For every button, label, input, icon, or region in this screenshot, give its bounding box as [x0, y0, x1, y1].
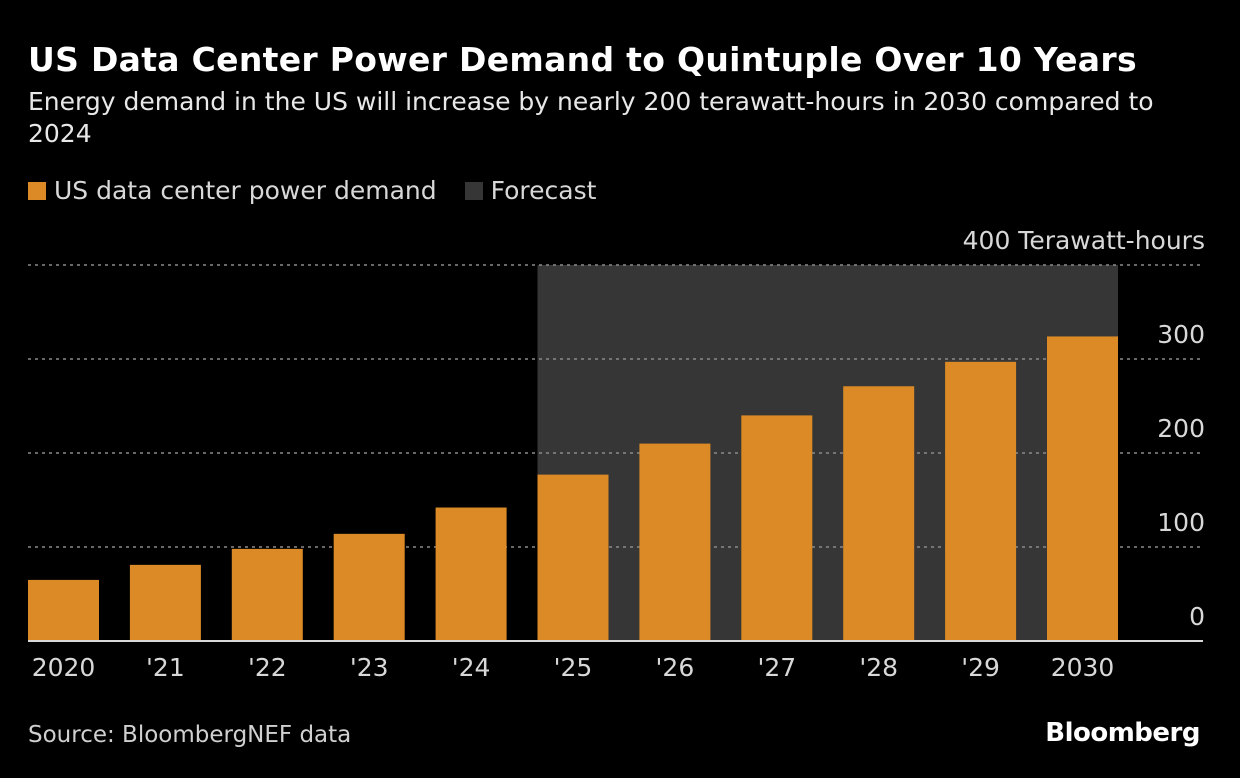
legend-swatch-forecast [464, 181, 483, 200]
legend-item-demand: US data center power demand [28, 176, 437, 205]
y-tick-label-100: 100 [1157, 508, 1205, 537]
legend-label-demand: US data center power demand [54, 176, 437, 205]
x-tick-label-29: '29 [961, 653, 1000, 682]
y-tick-label-200: 200 [1157, 414, 1205, 443]
chart-title: US Data Center Power Demand to Quintuple… [28, 40, 1137, 79]
bar-22 [231, 548, 303, 641]
x-tick-label-22: '22 [248, 653, 287, 682]
source-note: Source: BloombergNEF data [28, 722, 352, 748]
bar-2020 [28, 579, 99, 641]
x-tick-label-2020: 2020 [32, 653, 96, 682]
bloomberg-logo: Bloomberg [1045, 718, 1200, 748]
legend-label-forecast: Forecast [490, 176, 597, 205]
bar-2030 [1047, 336, 1118, 641]
legend: US data center power demand Forecast [28, 176, 624, 205]
x-tick-label-28: '28 [859, 653, 898, 682]
bar-24 [435, 507, 507, 641]
bar-29 [945, 361, 1017, 641]
x-tick-label-2030: 2030 [1051, 653, 1115, 682]
x-tick-label-24: '24 [452, 653, 491, 682]
y-tick-label-300: 300 [1157, 320, 1205, 349]
legend-swatch-demand [28, 181, 46, 200]
bar-28 [843, 386, 915, 641]
y-tick-label-400: 400 Terawatt-hours [963, 226, 1205, 255]
x-tick-label-26: '26 [656, 653, 695, 682]
x-tick-label-23: '23 [350, 653, 389, 682]
x-tick-label-21: '21 [146, 653, 185, 682]
bar-25 [537, 474, 609, 641]
x-tick-label-25: '25 [554, 653, 593, 682]
bar-27 [741, 415, 813, 641]
chart-subtitle: Energy demand in the US will increase by… [28, 87, 1154, 148]
legend-item-forecast: Forecast [464, 176, 597, 205]
bar-23 [333, 533, 405, 641]
y-tick-label-0: 0 [1189, 602, 1205, 631]
x-tick-label-27: '27 [757, 653, 796, 682]
bar-26 [639, 443, 711, 641]
bar-21 [129, 564, 201, 641]
